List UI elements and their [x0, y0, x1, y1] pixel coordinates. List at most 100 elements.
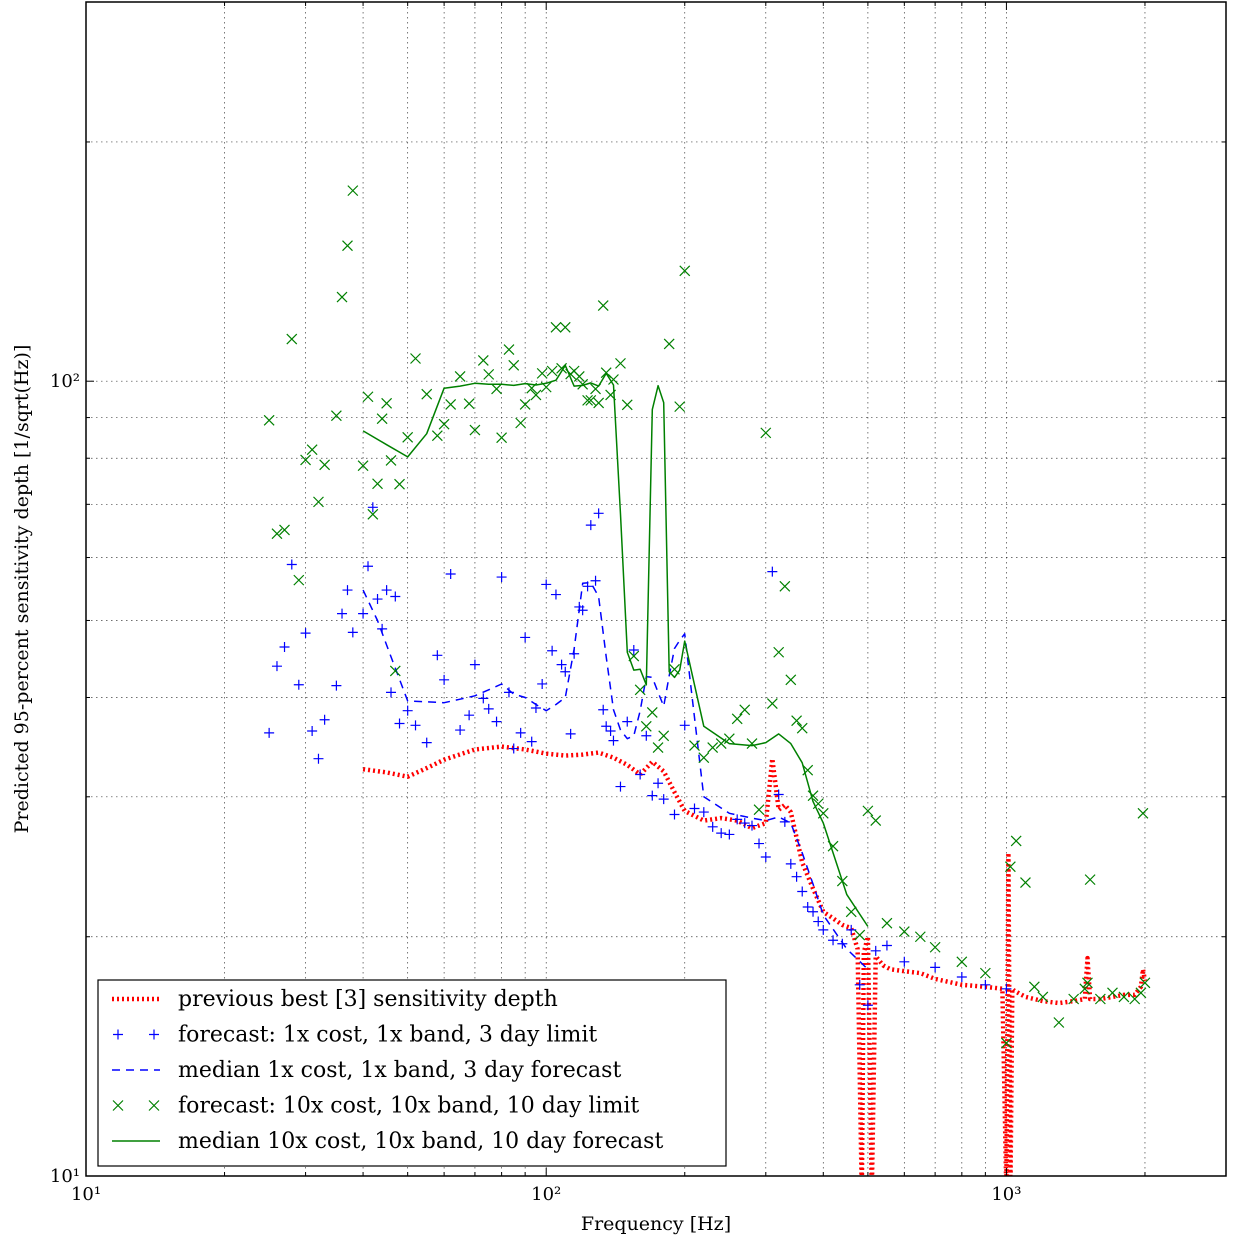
- cross-marker: [914, 931, 926, 943]
- plus-marker: [593, 508, 604, 519]
- legend-box: [97, 979, 727, 1167]
- cross-marker: [689, 740, 700, 751]
- plus-marker: [828, 935, 839, 946]
- cross-marker: [402, 431, 414, 443]
- plus-marker: [550, 589, 561, 600]
- plus-marker: [313, 753, 324, 764]
- cross-marker: [336, 291, 348, 303]
- cross-marker: [640, 720, 652, 732]
- cross-marker: [773, 646, 785, 658]
- x-axis-label: Frequency [Hz]: [581, 1213, 731, 1235]
- plus-marker: [846, 924, 857, 935]
- cross-marker: [597, 300, 609, 311]
- cross-marker: [410, 353, 421, 364]
- cross-marker: [796, 722, 808, 734]
- y-tick-label: 10²: [50, 371, 80, 392]
- plus-marker: [560, 666, 571, 677]
- series-median-1x-cost-1x-band-3-day-forecast: [362, 581, 869, 970]
- legend-swatch: [113, 1029, 159, 1040]
- cross-marker: [621, 399, 633, 411]
- plus-marker: [698, 807, 709, 818]
- cross-marker: [929, 941, 941, 953]
- cross-marker: [707, 742, 719, 753]
- cross-marker: [577, 378, 589, 390]
- cross-marker: [1082, 977, 1093, 989]
- cross-marker: [389, 665, 401, 677]
- cross-marker: [646, 707, 658, 718]
- cross-marker: [1004, 861, 1016, 873]
- plus-marker: [956, 971, 967, 982]
- plus-marker: [402, 705, 413, 716]
- plus-marker: [347, 627, 358, 638]
- legend-label: median 1x cost, 1x band, 3 day forecast: [178, 1058, 621, 1083]
- cross-marker: [1037, 991, 1049, 1003]
- plus-marker: [689, 803, 700, 814]
- plus-marker: [658, 794, 669, 805]
- plus-marker: [491, 716, 502, 727]
- cross-marker: [271, 528, 283, 540]
- cross-marker: [362, 391, 374, 403]
- plus-marker: [679, 720, 690, 731]
- legend-label: median 10x cost, 10x band, 10 day foreca…: [178, 1129, 663, 1154]
- cross-marker: [491, 383, 502, 395]
- plus-marker: [478, 693, 489, 704]
- plus-marker: [797, 886, 808, 897]
- plus-marker: [432, 650, 443, 661]
- plus-marker: [732, 814, 743, 825]
- plus-marker: [526, 736, 537, 747]
- plus-marker: [464, 710, 475, 721]
- plus-marker: [390, 591, 401, 602]
- cross-marker: [385, 454, 397, 466]
- plus-marker: [286, 559, 297, 570]
- plus-marker: [707, 821, 718, 832]
- cross-marker: [559, 321, 571, 333]
- plus-marker: [565, 728, 576, 739]
- legend-label: forecast: 10x cost, 10x band, 10 day lim…: [178, 1094, 639, 1119]
- cross-marker: [367, 508, 379, 520]
- plus-marker: [647, 790, 658, 801]
- cross-marker: [870, 815, 882, 827]
- cross-marker: [582, 394, 594, 406]
- plus-marker: [271, 661, 282, 672]
- series-line: [362, 364, 869, 927]
- plus-marker: [410, 720, 421, 731]
- cross-marker: [286, 333, 298, 345]
- cross-marker: [658, 730, 670, 742]
- legend-label: previous best [3] sensitivity depth: [178, 987, 558, 1012]
- cross-marker: [791, 715, 803, 727]
- plus-marker: [358, 608, 369, 619]
- cross-marker: [615, 357, 626, 369]
- cross-marker: [454, 370, 466, 382]
- cross-marker: [979, 967, 991, 979]
- plus-marker: [739, 818, 750, 829]
- plus-marker: [293, 679, 304, 690]
- cross-marker: [330, 410, 342, 422]
- cross-marker: [785, 674, 797, 686]
- plus-marker: [279, 642, 290, 653]
- cross-marker: [1094, 993, 1106, 1005]
- cross-marker: [573, 370, 585, 382]
- legend: previous best [3] sensitivity depth forec…: [97, 979, 727, 1167]
- cross-marker: [342, 240, 353, 252]
- cross-marker: [881, 917, 893, 929]
- cross-marker: [536, 367, 548, 379]
- cross-marker: [483, 368, 495, 380]
- cross-marker: [679, 265, 691, 277]
- legend-label: forecast: 1x cost, 1x band, 3 day limit: [178, 1023, 597, 1048]
- plus-marker: [767, 566, 778, 577]
- plus-marker: [537, 678, 548, 689]
- cross-marker: [148, 1100, 160, 1111]
- plus-marker: [331, 680, 342, 691]
- plus-marker: [508, 743, 519, 754]
- plus-marker: [818, 924, 829, 935]
- series-forecast-10x-cost-10x-band-10-day-limit: [263, 185, 1151, 1049]
- plus-marker: [724, 829, 735, 840]
- cross-marker: [802, 764, 814, 776]
- cross-marker: [279, 524, 290, 536]
- cross-marker: [854, 929, 866, 941]
- cross-marker: [372, 478, 383, 490]
- plus-marker: [854, 979, 865, 990]
- plus-marker: [746, 820, 757, 831]
- plus-marker: [307, 725, 318, 736]
